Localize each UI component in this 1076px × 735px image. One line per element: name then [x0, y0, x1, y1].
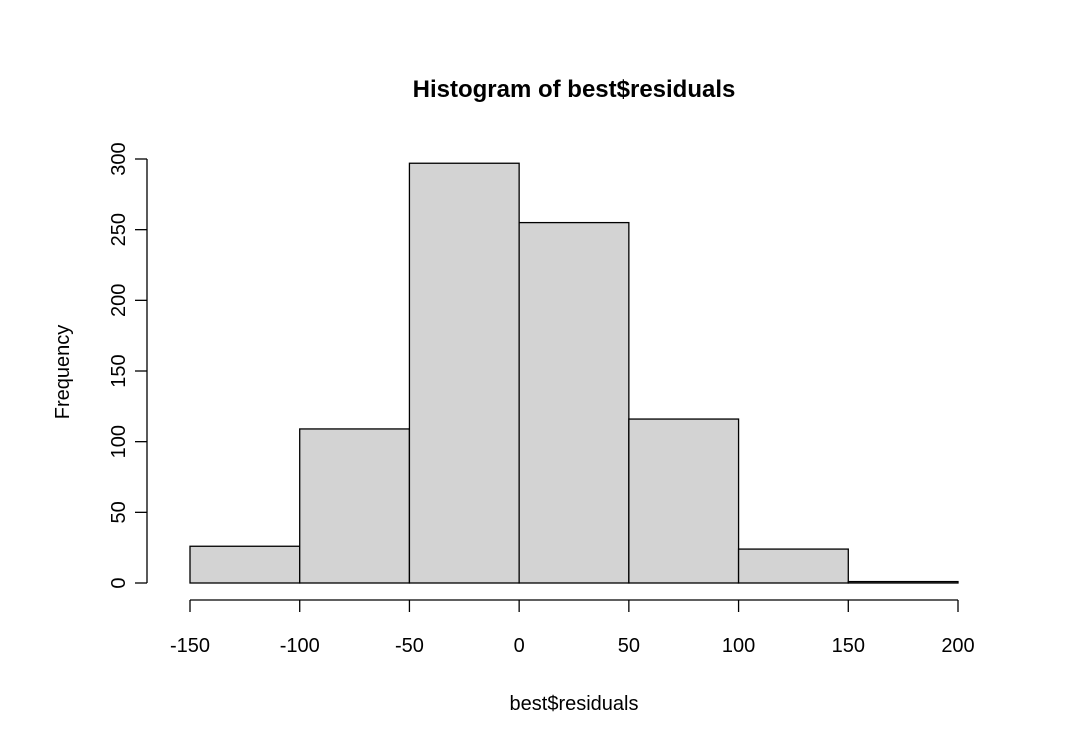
- x-tick-label: 100: [722, 635, 755, 657]
- y-tick-label: 0: [108, 577, 130, 588]
- x-axis: -150 -100 -50 0 50 100 150 200: [170, 599, 975, 657]
- histogram-bar: [408, 162, 520, 584]
- y-tick-label: 100: [108, 425, 130, 458]
- x-tick-label: 50: [618, 635, 640, 657]
- y-axis: 0 50 100 150 200 250 300: [108, 142, 148, 589]
- y-tick-label: 50: [108, 501, 130, 523]
- histogram-bar: [189, 545, 301, 584]
- x-tick-label: 150: [832, 635, 865, 657]
- y-tick-label: 250: [108, 213, 130, 246]
- y-tick-label: 300: [108, 142, 130, 175]
- bars-group: [189, 162, 959, 584]
- x-tick-label: -100: [280, 635, 320, 657]
- y-tick-label: 150: [108, 354, 130, 387]
- y-tick-label: 200: [108, 284, 130, 317]
- histogram-bar: [737, 548, 849, 584]
- histogram-bar: [518, 221, 630, 584]
- histogram-bar: [628, 418, 740, 584]
- histogram-bar: [847, 580, 959, 584]
- x-tick-label: 200: [941, 635, 974, 657]
- chart-title: Histogram of best$residuals: [413, 76, 736, 103]
- x-tick-label: 0: [514, 635, 525, 657]
- x-axis-label: best$residuals: [510, 693, 639, 715]
- x-tick-label: -150: [170, 635, 210, 657]
- x-tick-label: -50: [395, 635, 424, 657]
- histogram-bar: [299, 428, 411, 584]
- y-axis-label: Frequency: [52, 325, 74, 420]
